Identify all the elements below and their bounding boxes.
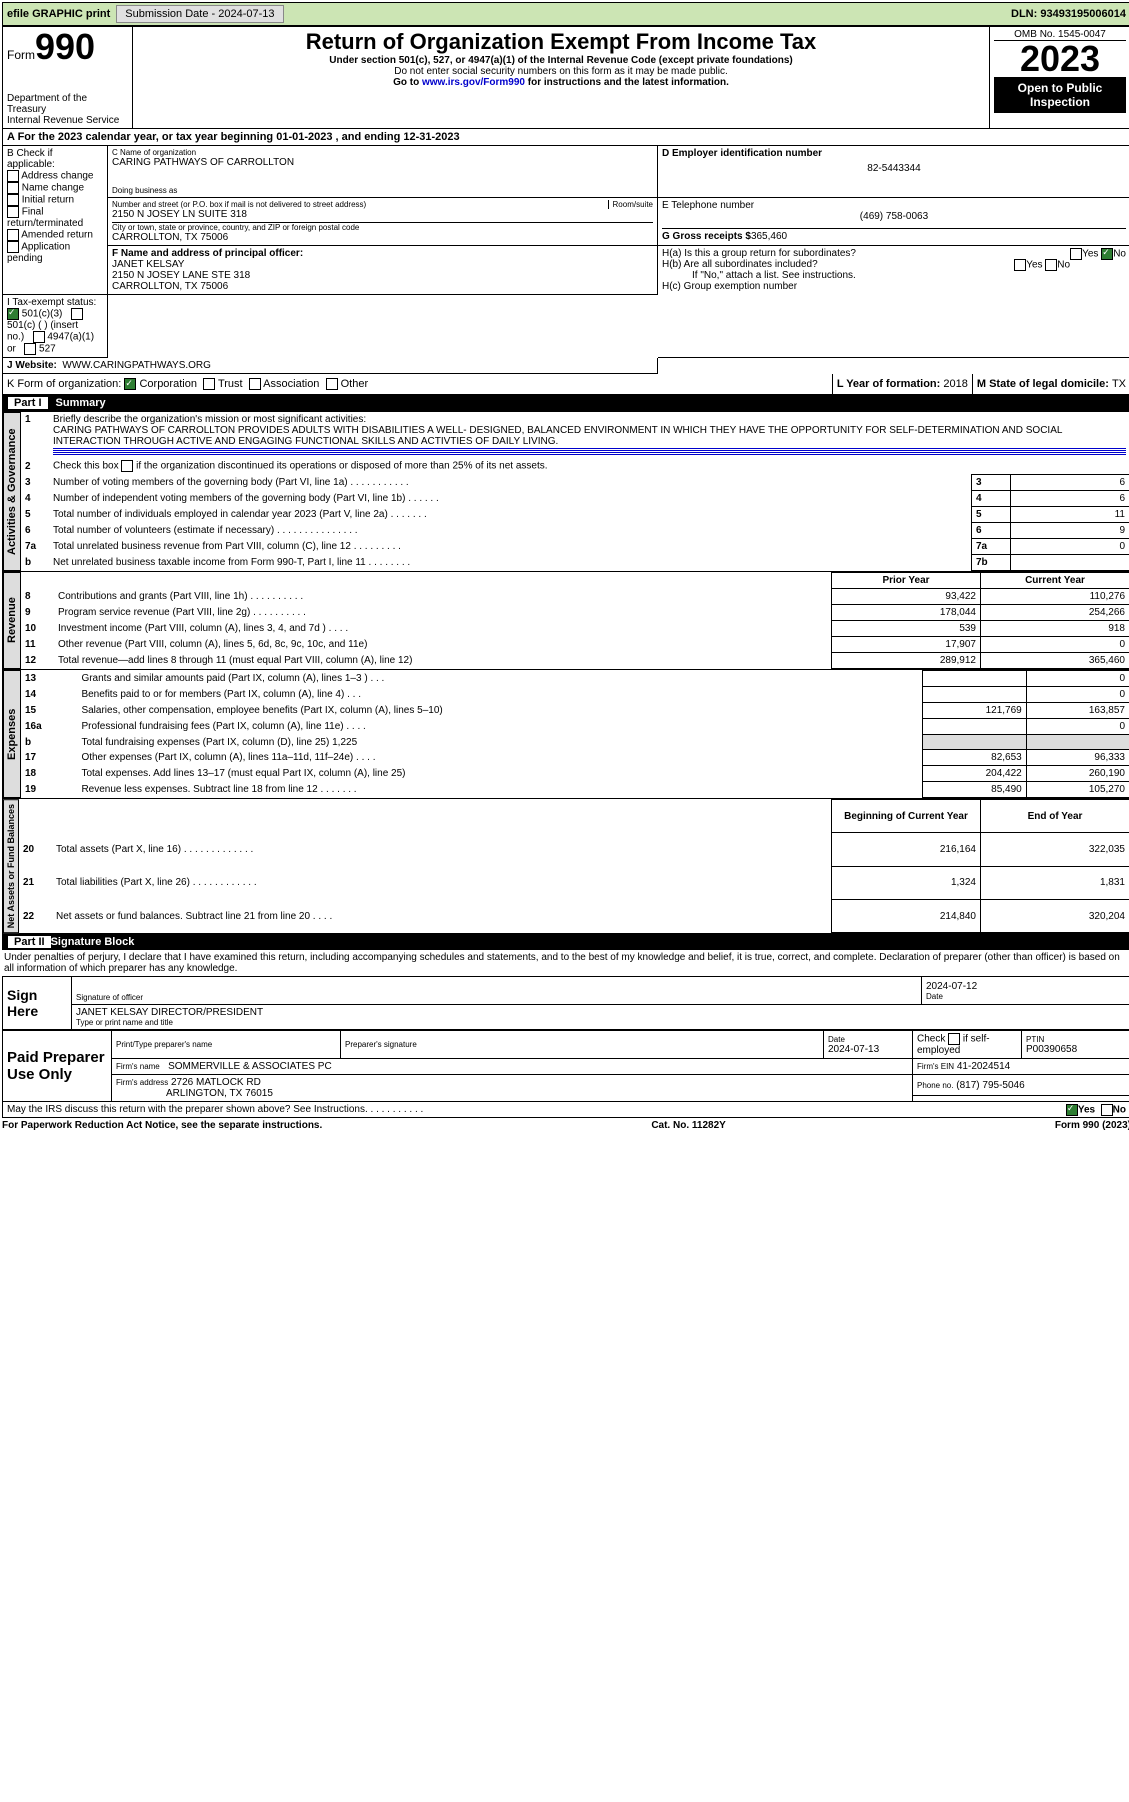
page-footer: For Paperwork Reduction Act Notice, see …: [2, 1118, 1129, 1133]
gross-receipts: 365,460: [751, 231, 787, 242]
row-b: bTotal fundraising expenses (Part IX, co…: [21, 735, 1129, 750]
row-19: 19Revenue less expenses. Subtract line 1…: [21, 782, 1129, 798]
box-b: B Check if applicable: Address change Na…: [3, 146, 108, 295]
box-i: I Tax-exempt status: 501(c)(3) 501(c) ( …: [3, 295, 108, 358]
row-13: 13Grants and similar amounts paid (Part …: [21, 671, 1129, 687]
net-tab: Net Assets or Fund Balances: [3, 799, 19, 933]
dln-label: DLN: 93493195006014: [1011, 8, 1129, 20]
row-22: 22Net assets or fund balances. Subtract …: [19, 899, 1129, 932]
irs-label: Internal Revenue Service: [7, 115, 128, 126]
open-inspection: Open to Public Inspection: [994, 77, 1126, 113]
dept-label: Department of the Treasury: [7, 93, 128, 115]
title-box: Return of Organization Exempt From Incom…: [133, 27, 990, 128]
submission-date-button[interactable]: Submission Date - 2024-07-13: [116, 5, 283, 23]
box-f: F Name and address of principal officer:…: [108, 246, 658, 295]
mission-text: CARING PATHWAYS OF CARROLLTON PROVIDES A…: [53, 425, 1062, 447]
row-21: 21Total liabilities (Part X, line 26) . …: [19, 866, 1129, 899]
discuss-row: May the IRS discuss this return with the…: [2, 1102, 1129, 1118]
instructions-link[interactable]: www.irs.gov/Form990: [422, 77, 525, 88]
box-c-street: Number and street (or P.O. box if mail i…: [108, 198, 658, 246]
revenue-tab: Revenue: [3, 572, 21, 669]
501c3-check: [7, 308, 19, 320]
checkbox-address-change: Address change: [7, 170, 103, 182]
row-11: 11Other revenue (Part VIII, column (A), …: [21, 637, 1129, 653]
paid-preparer-label: Paid Preparer Use Only: [3, 1031, 112, 1102]
governance-tab: Activities & Governance: [3, 412, 21, 571]
checkbox-name-change: Name change: [7, 182, 103, 194]
checkbox-amended-return: Amended return: [7, 229, 103, 241]
summary-expenses: Expenses 13Grants and similar amounts pa…: [2, 670, 1129, 799]
row-9: 9Program service revenue (Part VIII, lin…: [21, 605, 1129, 621]
header-grid: B Check if applicable: Address change Na…: [2, 146, 1129, 374]
row-15: 15Salaries, other compensation, employee…: [21, 703, 1129, 719]
box-klm: K Form of organization: Corporation Trus…: [2, 374, 1129, 395]
row-14: 14Benefits paid to or for members (Part …: [21, 687, 1129, 703]
section-a: A For the 2023 calendar year, or tax yea…: [2, 129, 1129, 146]
form-number-box: Form990 Department of the Treasury Inter…: [3, 27, 133, 128]
checkbox-initial-return: Initial return: [7, 194, 103, 206]
discuss-yes-check: [1066, 1104, 1078, 1116]
firm-name: SOMMERVILLE & ASSOCIATES PC: [168, 1061, 332, 1072]
summary-revenue: Revenue Prior YearCurrent Year8Contribut…: [2, 572, 1129, 670]
perjury-text: Under penalties of perjury, I declare th…: [2, 950, 1129, 976]
form-title: Return of Organization Exempt From Incom…: [137, 29, 985, 55]
box-e-g: E Telephone number (469) 758-0063 G Gros…: [658, 198, 1129, 246]
row-10: 10Investment income (Part VIII, column (…: [21, 621, 1129, 637]
row-8: 8Contributions and grants (Part VIII, li…: [21, 589, 1129, 605]
summary-net: Net Assets or Fund Balances Beginning of…: [2, 799, 1129, 934]
tax-year: 2023: [994, 41, 1126, 77]
top-toolbar: efile GRAPHIC print Submission Date - 20…: [2, 2, 1129, 26]
paid-preparer-table: Paid Preparer Use Only Print/Type prepar…: [2, 1030, 1129, 1102]
sign-here-table: Sign Here Signature of officer 2024-07-1…: [2, 976, 1129, 1030]
ha-no-check: [1101, 248, 1113, 260]
box-c-name: C Name of organization CARING PATHWAYS O…: [108, 146, 658, 198]
ein-value: 82-5443344: [662, 159, 1126, 178]
box-h: H(a) Is this a group return for subordin…: [658, 246, 1129, 358]
part2-header: Part II Signature Block: [2, 934, 1129, 950]
website-url: WWW.CARINGPATHWAYS.ORG: [62, 360, 211, 371]
phone-value: (469) 758-0063: [662, 211, 1126, 222]
summary-governance: Activities & Governance 1 Briefly descri…: [2, 411, 1129, 572]
row-12: 12Total revenue—add lines 8 through 11 (…: [21, 653, 1129, 669]
form-subtitle: Under section 501(c), 527, or 4947(a)(1)…: [137, 55, 985, 66]
box-d: D Employer identification number 82-5443…: [658, 146, 1129, 198]
row-18: 18Total expenses. Add lines 13–17 (must …: [21, 766, 1129, 782]
row-16a: 16aProfessional fundraising fees (Part I…: [21, 719, 1129, 735]
officer-name: JANET KELSAY DIRECTOR/PRESIDENT: [76, 1007, 1126, 1018]
corp-check: [124, 378, 136, 390]
row-17: 17Other expenses (Part IX, column (A), l…: [21, 750, 1129, 766]
sign-here-label: Sign Here: [3, 977, 72, 1030]
box-j: J Website: WWW.CARINGPATHWAYS.ORG: [3, 358, 658, 374]
form-header: Form990 Department of the Treasury Inter…: [2, 26, 1129, 129]
part1-header: Part I Summary: [2, 395, 1129, 411]
expenses-tab: Expenses: [3, 670, 21, 798]
efile-label: efile GRAPHIC print: [3, 8, 114, 20]
checkbox-application-pending: Application pending: [7, 241, 103, 264]
row-20: 20Total assets (Part X, line 16) . . . .…: [19, 833, 1129, 866]
org-name: CARING PATHWAYS OF CARROLLTON: [112, 157, 653, 168]
checkbox-final-return-terminated: Final return/terminated: [7, 206, 103, 229]
ssn-warning: Do not enter social security numbers on …: [137, 66, 985, 77]
omb-box: OMB No. 1545-0047 2023 Open to Public In…: [990, 27, 1129, 128]
